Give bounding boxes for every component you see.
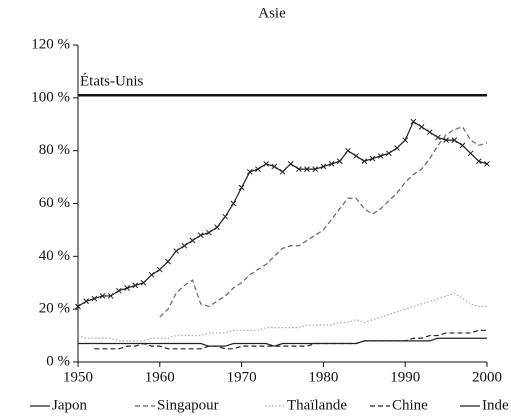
series-line — [94, 329, 487, 350]
marker — [75, 303, 81, 310]
series-line — [78, 337, 487, 347]
marker — [475, 158, 482, 165]
y-tick-label: 120 % — [31, 36, 70, 52]
marker — [435, 134, 441, 141]
marker — [279, 168, 286, 175]
marker — [361, 158, 368, 165]
marker — [287, 161, 294, 167]
marker — [304, 166, 310, 173]
marker — [353, 153, 359, 159]
marker — [83, 298, 90, 305]
marker — [369, 155, 376, 162]
y-tick-label: 80 % — [39, 142, 70, 158]
marker — [426, 129, 433, 136]
legend-label: Thaïlande — [287, 397, 347, 413]
x-tick-label: 1980 — [308, 369, 338, 385]
marker — [107, 293, 114, 299]
marker — [377, 153, 384, 159]
series-line — [77, 120, 488, 308]
marker — [451, 137, 458, 143]
marker — [296, 166, 302, 173]
marker — [418, 124, 425, 130]
marker — [328, 161, 335, 167]
x-tick-label: 2000 — [472, 369, 502, 385]
marker — [91, 295, 98, 302]
marker — [124, 285, 130, 291]
marker — [255, 166, 261, 173]
marker — [230, 200, 237, 207]
marker — [246, 168, 253, 175]
marker — [140, 279, 147, 286]
marker — [148, 271, 155, 278]
marker — [165, 258, 171, 265]
y-tick-label: 100 % — [31, 89, 70, 105]
marker — [181, 242, 188, 249]
y-tick-label: 40 % — [39, 248, 70, 264]
x-tick-label: 1950 — [63, 369, 93, 385]
marker — [402, 137, 409, 143]
legend-label: Singapour — [157, 397, 219, 413]
chart-title: Asie — [258, 5, 286, 21]
marker — [116, 287, 122, 294]
marker — [173, 248, 180, 254]
marker — [222, 213, 229, 220]
marker — [345, 147, 351, 154]
marker — [156, 266, 163, 273]
legend-label: Japon — [52, 397, 87, 413]
marker — [263, 161, 269, 167]
legend-label: Inde — [482, 397, 509, 413]
marker — [132, 282, 139, 289]
marker — [385, 150, 392, 157]
marker — [320, 163, 327, 170]
marker — [394, 145, 400, 151]
reference-label: États-Unis — [80, 73, 143, 90]
marker — [271, 163, 278, 170]
series-line — [77, 292, 487, 342]
marker — [484, 161, 490, 167]
series-line — [159, 126, 488, 318]
marker — [467, 150, 474, 157]
x-tick-label: 1970 — [227, 369, 257, 385]
y-tick-label: 60 % — [39, 195, 70, 211]
marker — [206, 229, 212, 236]
marker — [238, 184, 245, 191]
marker — [336, 158, 343, 165]
y-tick-label: 20 % — [39, 301, 70, 317]
marker — [459, 142, 466, 149]
marker — [410, 118, 417, 125]
marker — [197, 232, 204, 239]
marker — [189, 237, 196, 244]
marker — [443, 137, 449, 143]
x-tick-label: 1960 — [145, 369, 175, 385]
marker — [99, 293, 106, 299]
x-tick-label: 1990 — [390, 369, 420, 385]
marker — [214, 224, 220, 231]
marker — [312, 166, 319, 173]
y-tick-label: 0 % — [46, 353, 70, 369]
legend-label: Chine — [392, 397, 428, 413]
